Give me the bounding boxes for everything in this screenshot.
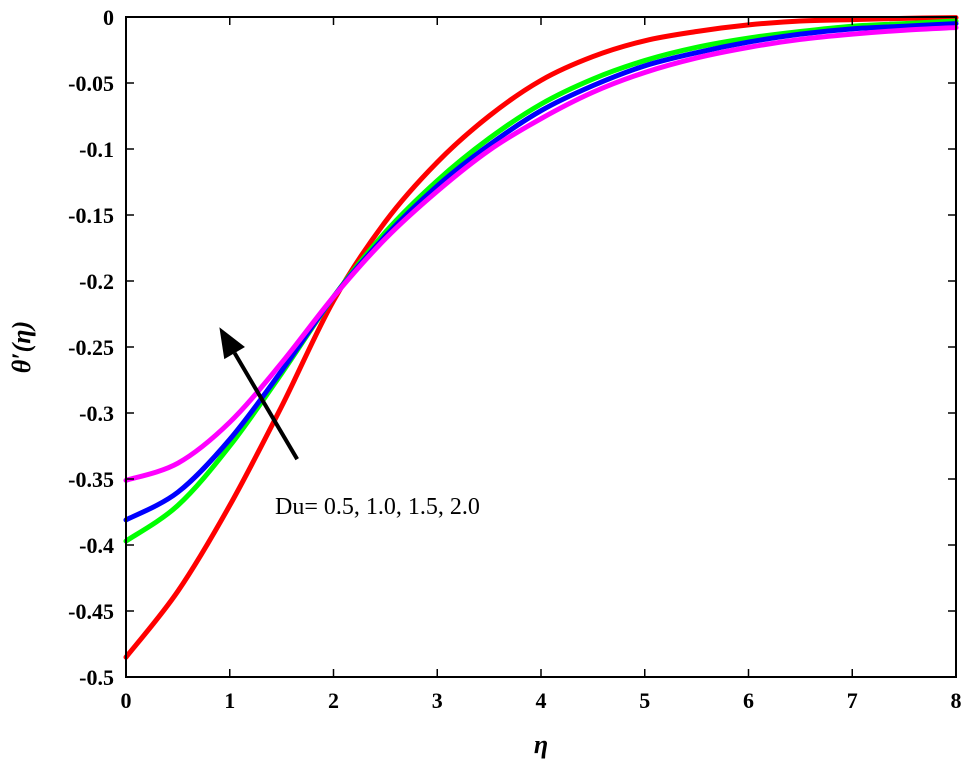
axes-frame [125, 16, 957, 678]
y-tick-label: -0.45 [68, 599, 114, 624]
series-line-1 [123, 15, 959, 660]
x-tick-label: 0 [121, 688, 132, 713]
x-tick-label: 6 [743, 688, 754, 713]
annotation-arrow-shaft [232, 352, 299, 461]
y-tick-label: 0 [103, 5, 114, 30]
annotation-label: Du= 0.5, 1.0, 1.5, 2.0 [275, 494, 480, 520]
x-tick-label: 3 [432, 688, 443, 713]
x-tick-label: 7 [847, 688, 858, 713]
annotation-arrow-head [219, 327, 245, 360]
series-line-3 [123, 21, 959, 523]
y-tick-label: -0.2 [79, 269, 114, 294]
series-layer [123, 15, 959, 660]
ticks-layer: 0 1 2 3 4 5 6 7 8 0 -0.05 -0.1 -0.15 -0.2 -0.25 -0.3 -0.… [68, 5, 961, 713]
y-tick-label: -0.5 [79, 665, 114, 690]
x-axis-label: η [534, 730, 548, 759]
x-tick-label: 5 [639, 688, 650, 713]
y-tick-label: -0.35 [68, 467, 114, 492]
x-tick-label: 8 [951, 688, 962, 713]
annotation-layer: Du= 0.5, 1.0, 1.5, 2.0 [219, 327, 480, 520]
y-tick-label: -0.1 [79, 137, 114, 162]
x-tick-label: 2 [328, 688, 339, 713]
y-tick-label: -0.3 [79, 401, 114, 426]
y-tick-label: -0.15 [68, 203, 114, 228]
y-tick-label: -0.4 [79, 533, 114, 558]
y-tick-label: -0.05 [68, 71, 114, 96]
series-line-4 [123, 25, 959, 483]
x-tick-label: 4 [536, 688, 547, 713]
x-tick-label: 1 [224, 688, 235, 713]
y-axis-label: θ′(η) [7, 321, 36, 373]
y-tick-label: -0.25 [68, 335, 114, 360]
